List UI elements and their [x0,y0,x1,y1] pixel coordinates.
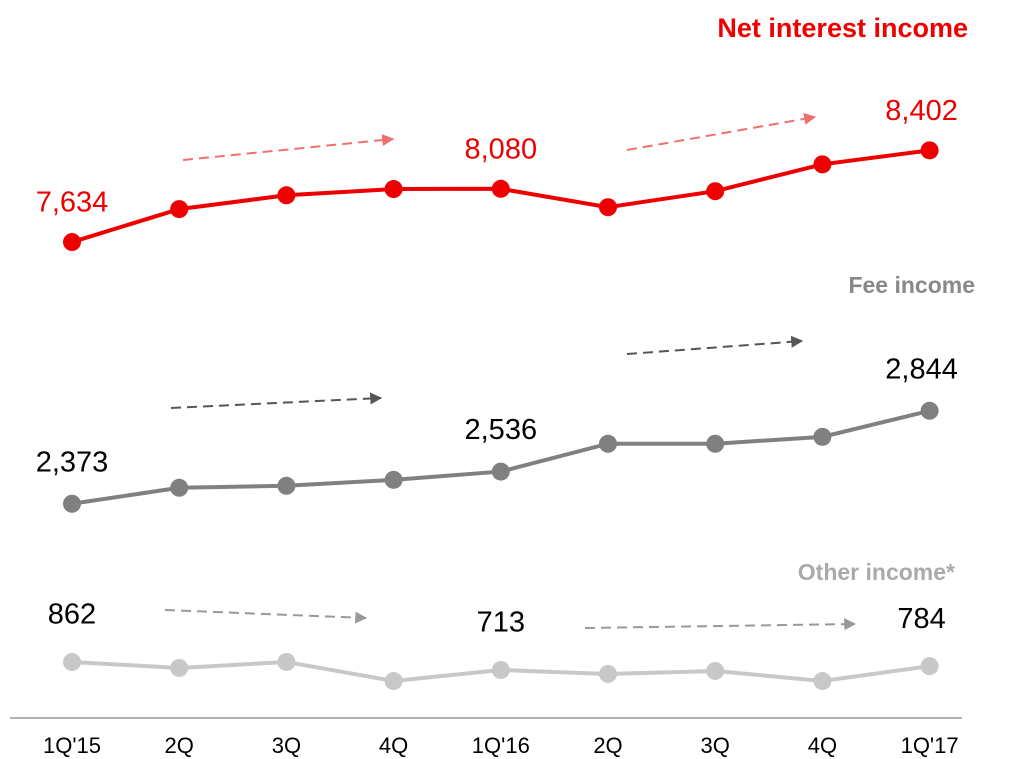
arrow [170,392,383,409]
series-title: Other income* [798,559,955,585]
data-label: 8,402 [885,95,958,127]
arrow [164,609,368,624]
x-tick-label: 1Q'15 [43,733,101,758]
point [813,672,832,691]
point [170,478,189,497]
point [277,186,296,205]
arrow [584,618,857,631]
point [63,233,81,252]
point [920,141,939,160]
trend-arrows [164,112,857,631]
arrow [182,134,395,161]
data-label: 7,634 [36,187,109,219]
point [813,155,832,174]
point [491,462,510,481]
point [384,470,403,489]
x-tick-label: 2Q [593,733,622,758]
point [706,182,725,201]
point [813,427,832,446]
point [384,672,403,691]
data-label: 784 [897,603,945,635]
x-tick-label: 2Q [165,733,194,758]
x-tick-label: 3Q [272,733,301,758]
point [491,660,510,679]
x-tick-label: 1Q'17 [901,733,959,758]
point [384,180,403,199]
arrow [626,335,804,355]
x-tick-label: 4Q [379,733,408,758]
point [170,658,189,677]
x-tick-label: 1Q'16 [472,733,530,758]
point [920,401,939,420]
data-label: 8,080 [465,133,538,165]
data-label: 713 [477,607,525,639]
series-title: Fee income [848,272,975,298]
data-label: 862 [48,599,96,631]
point [706,434,725,453]
arrow [626,112,817,151]
data-label: 2,373 [36,446,109,478]
data-label: 2,536 [465,414,538,446]
point [599,664,617,683]
point [920,657,939,676]
point [170,200,189,219]
point [63,494,81,513]
point [277,652,296,671]
x-tick-label: 3Q [701,733,730,758]
point [706,661,725,680]
series-title: Net interest income [717,13,968,43]
x-tick-label: 4Q [808,733,837,758]
point [491,179,510,198]
point [599,198,617,217]
point [63,652,81,671]
point [277,476,296,495]
data-label: 2,844 [885,353,958,385]
point [599,434,617,453]
